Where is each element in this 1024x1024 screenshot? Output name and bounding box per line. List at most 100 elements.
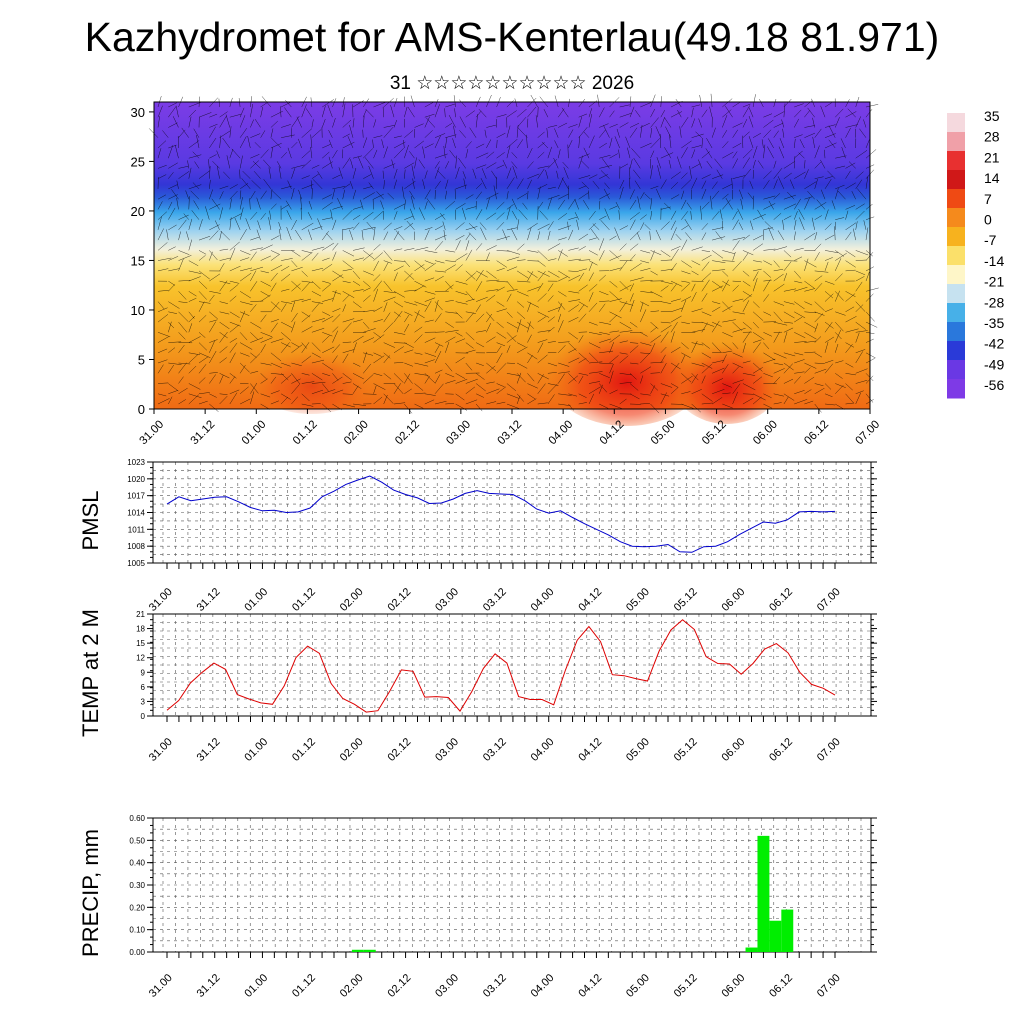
wind-barb: [157, 314, 169, 323]
wind-barb: [332, 189, 335, 200]
wind-barb: [855, 116, 862, 128]
wind-barb: [434, 99, 439, 108]
wind-barb: [763, 311, 772, 316]
wind-barb: [373, 332, 382, 339]
wind-barb: [599, 291, 609, 296]
wind-barb: [640, 393, 651, 396]
wind-barb: [506, 393, 520, 399]
wind-barb: [301, 159, 312, 169]
wind-barb: [547, 125, 558, 128]
wind-barb: [516, 108, 527, 118]
wind-barb: [270, 362, 282, 369]
wind-barb: [527, 147, 533, 159]
wind-barb: [777, 230, 785, 241]
wind-barb: [670, 307, 683, 313]
wind-barb: [619, 373, 632, 376]
wind-barb: [308, 200, 313, 210]
wind-barb: [722, 115, 728, 128]
wind-barb: [270, 301, 280, 312]
wind-barb: [437, 170, 446, 179]
wind-barb: [845, 111, 857, 118]
wind-barb: [722, 403, 733, 409]
wind-barb: [691, 389, 702, 395]
wind-barb: [691, 291, 697, 302]
wind-barb: [773, 246, 788, 251]
wind-barb: [209, 123, 218, 128]
wind-barb: [445, 280, 453, 290]
wind-barb: [558, 276, 568, 282]
wind-barb: [465, 270, 476, 280]
wind-barb: [691, 133, 704, 138]
colorbar-swatch: [947, 322, 965, 342]
wind-barb: [362, 351, 367, 364]
wind-barb: [855, 203, 865, 210]
wind-barb: [157, 174, 167, 179]
wind-barb: [240, 257, 250, 261]
wind-barb: [412, 178, 415, 189]
wind-barb: [280, 273, 291, 282]
y-axis-title: PRECIP, mm: [78, 829, 103, 957]
wind-barb: [361, 229, 364, 241]
wind-barb: [578, 335, 584, 343]
wind-barb: [291, 378, 301, 384]
wind-barb: [732, 342, 739, 349]
wind-barb: [568, 375, 579, 384]
wind-barb: [410, 95, 415, 108]
wind-barb: [352, 118, 355, 128]
wind-barb: [814, 161, 822, 169]
wind-barb: [219, 207, 223, 220]
colorbar-label: 14: [984, 170, 1000, 186]
wind-barb: [660, 324, 672, 333]
wind-barb: [640, 352, 650, 364]
wind-barb: [311, 252, 319, 261]
wind-barb: [783, 288, 797, 292]
wind-barb: [794, 247, 804, 251]
wind-barb: [517, 280, 531, 283]
wind-barb: [568, 270, 579, 272]
wind-barb: [219, 373, 230, 379]
wind-barb: [516, 125, 519, 138]
wind-barb: [814, 403, 822, 413]
wind-barb: [722, 279, 729, 292]
wind-barb: [188, 297, 197, 302]
wind-barb: [181, 127, 190, 138]
wind-barb: [592, 223, 600, 231]
wind-barb: [650, 138, 661, 149]
wind-barb: [434, 374, 441, 384]
wind-barb: [845, 343, 853, 353]
wind-barb: [629, 393, 640, 400]
wind-barb: [650, 321, 659, 330]
wind-barb: [588, 386, 601, 395]
wind-barb: [219, 395, 228, 405]
wind-barb: [722, 109, 732, 118]
wind-barb: [465, 149, 469, 159]
wind-barb: [373, 280, 382, 292]
wind-barb: [831, 200, 836, 210]
wind-barb: [742, 360, 751, 364]
wind-barb: [475, 114, 478, 128]
wind-barb: [752, 301, 760, 308]
wind-barb: [414, 403, 424, 409]
wind-barb: [157, 140, 167, 149]
wind-barb: [239, 398, 251, 405]
wind-barb: [773, 122, 784, 128]
wind-barb: [188, 276, 201, 282]
wind-barb: [229, 373, 237, 379]
wind-barb: [263, 179, 272, 190]
wind-barb: [547, 372, 557, 374]
wind-barb: [749, 220, 754, 230]
wind-barb: [588, 292, 594, 302]
wind-barb: [366, 221, 374, 231]
wind-barb: [526, 134, 528, 149]
wind-barb: [250, 190, 256, 200]
wind-barb: [178, 321, 188, 333]
wind-barb: [209, 372, 218, 374]
wind-barb: [260, 270, 269, 274]
wind-barb: [363, 280, 371, 287]
wind-barb: [629, 283, 635, 292]
wind-barb: [757, 160, 764, 169]
wind-barb: [178, 362, 187, 374]
wind-barb: [424, 319, 434, 323]
wind-barb: [835, 311, 846, 316]
wind-barb: [414, 157, 417, 169]
